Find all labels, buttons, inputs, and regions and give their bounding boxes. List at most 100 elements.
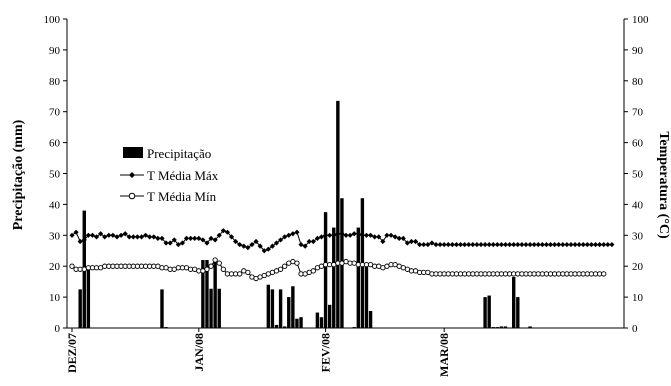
t-max-point bbox=[257, 243, 263, 249]
t-max-point bbox=[159, 235, 165, 241]
t-max-point bbox=[417, 241, 423, 248]
right-axis-title: Temperatura (°C) bbox=[656, 131, 671, 239]
t-max-point bbox=[498, 241, 505, 248]
t-max-point bbox=[273, 240, 280, 246]
right-y-tick-label: 40 bbox=[632, 199, 644, 211]
t-min-point bbox=[310, 268, 316, 274]
t-max-point bbox=[388, 232, 394, 238]
precipitation-bar bbox=[368, 311, 373, 328]
left-y-tick-label: 90 bbox=[49, 45, 61, 57]
precipitation-bar bbox=[364, 263, 369, 328]
t-max-point bbox=[392, 234, 398, 240]
precipitation-bar bbox=[512, 277, 516, 328]
precipitation-bar bbox=[356, 227, 360, 328]
precipitation-bar bbox=[487, 295, 491, 328]
precipitation-bar bbox=[86, 267, 91, 328]
t-max-point bbox=[277, 237, 284, 243]
t-max-point bbox=[359, 232, 365, 238]
t-max-point bbox=[502, 241, 509, 248]
t-min-point bbox=[216, 260, 222, 266]
t-max-point bbox=[237, 241, 243, 248]
t-max-point bbox=[597, 241, 603, 248]
t-max-point bbox=[507, 241, 513, 248]
right-y-tick-label: 80 bbox=[632, 76, 644, 88]
precipitation-bar bbox=[278, 289, 283, 329]
t-max-point bbox=[335, 231, 341, 237]
t-max-point bbox=[228, 234, 235, 240]
t-max-point bbox=[179, 240, 186, 246]
t-max-point bbox=[363, 232, 370, 238]
t-max-point bbox=[261, 248, 267, 254]
t-max-point bbox=[126, 234, 132, 240]
t-max-point bbox=[412, 238, 419, 245]
t-max-point bbox=[609, 241, 615, 248]
precipitation-bar bbox=[287, 297, 291, 328]
right-y-tick-label: 90 bbox=[632, 45, 644, 57]
t-max-point bbox=[167, 240, 173, 246]
t-min-point bbox=[245, 269, 251, 276]
legend-min-marker bbox=[128, 192, 136, 200]
left-y-tick-label: 80 bbox=[49, 76, 61, 88]
t-max-point bbox=[183, 235, 190, 241]
t-min-point bbox=[212, 257, 218, 263]
left-y-tick-label: 60 bbox=[49, 138, 61, 150]
t-max-point bbox=[478, 241, 484, 248]
t-max-point bbox=[380, 238, 386, 245]
t-max-point bbox=[286, 232, 292, 238]
t-max-point bbox=[163, 240, 169, 246]
precipitation-bar bbox=[315, 312, 320, 328]
left-y-tick-label: 70 bbox=[49, 107, 61, 119]
t-max-point bbox=[69, 232, 75, 238]
t-max-point bbox=[462, 241, 468, 248]
t-max-point bbox=[445, 241, 451, 248]
t-max-point bbox=[171, 237, 177, 243]
t-max-point bbox=[372, 234, 378, 240]
t-min-point bbox=[220, 266, 226, 272]
t-max-point bbox=[318, 234, 325, 240]
t-max-point bbox=[605, 241, 611, 248]
legend: Precipitação T Média Máx T Média Mín bbox=[120, 146, 219, 204]
t-max-point bbox=[560, 241, 566, 248]
t-max-point bbox=[306, 238, 312, 245]
precipitation-bar bbox=[327, 304, 332, 328]
t-max-point bbox=[396, 235, 402, 241]
t-max-point bbox=[531, 241, 537, 248]
x-tick-label: MAR/08 bbox=[437, 333, 451, 377]
t-max-point bbox=[322, 232, 329, 238]
precipitation-bars bbox=[78, 100, 532, 329]
t-max-point bbox=[433, 241, 439, 248]
precipitation-bar bbox=[323, 212, 328, 329]
precipitation-bar bbox=[319, 317, 324, 328]
t-max-point bbox=[511, 241, 517, 248]
legend-max-marker bbox=[129, 172, 135, 178]
t-max-point bbox=[314, 235, 320, 241]
precipitation-bar bbox=[213, 260, 217, 328]
t-max-point bbox=[81, 237, 87, 243]
precipitation-bar bbox=[336, 100, 340, 328]
t-max-point bbox=[355, 231, 361, 237]
t-max-point bbox=[539, 241, 545, 248]
t-max-point bbox=[437, 241, 443, 248]
t-max-point bbox=[556, 241, 562, 248]
precipitation-bar bbox=[295, 318, 299, 328]
right-y-axis: 0 10 20 30 40 50 60 70 80 90 100 bbox=[623, 14, 649, 335]
t-max-point bbox=[474, 241, 480, 248]
t-max-point bbox=[384, 232, 390, 238]
t-max-point bbox=[339, 231, 345, 237]
left-y-tick-label: 0 bbox=[55, 323, 61, 335]
legend-precip-label: Precipitação bbox=[147, 146, 211, 161]
t-max-point bbox=[568, 241, 574, 248]
t-max-point bbox=[200, 237, 206, 243]
x-tick-label: JAN/08 bbox=[192, 333, 206, 372]
t-max-point bbox=[343, 232, 349, 238]
t-min-point bbox=[237, 271, 243, 277]
t-max-point bbox=[138, 234, 145, 240]
t-max-point bbox=[188, 235, 194, 241]
precipitation-bar bbox=[217, 288, 221, 328]
t-max-point bbox=[208, 235, 214, 241]
left-y-tick-label: 10 bbox=[49, 292, 61, 304]
t-min-point bbox=[294, 260, 300, 266]
left-y-tick-label: 100 bbox=[44, 14, 61, 26]
t-max-point bbox=[93, 234, 100, 240]
t-max-point bbox=[224, 229, 231, 235]
